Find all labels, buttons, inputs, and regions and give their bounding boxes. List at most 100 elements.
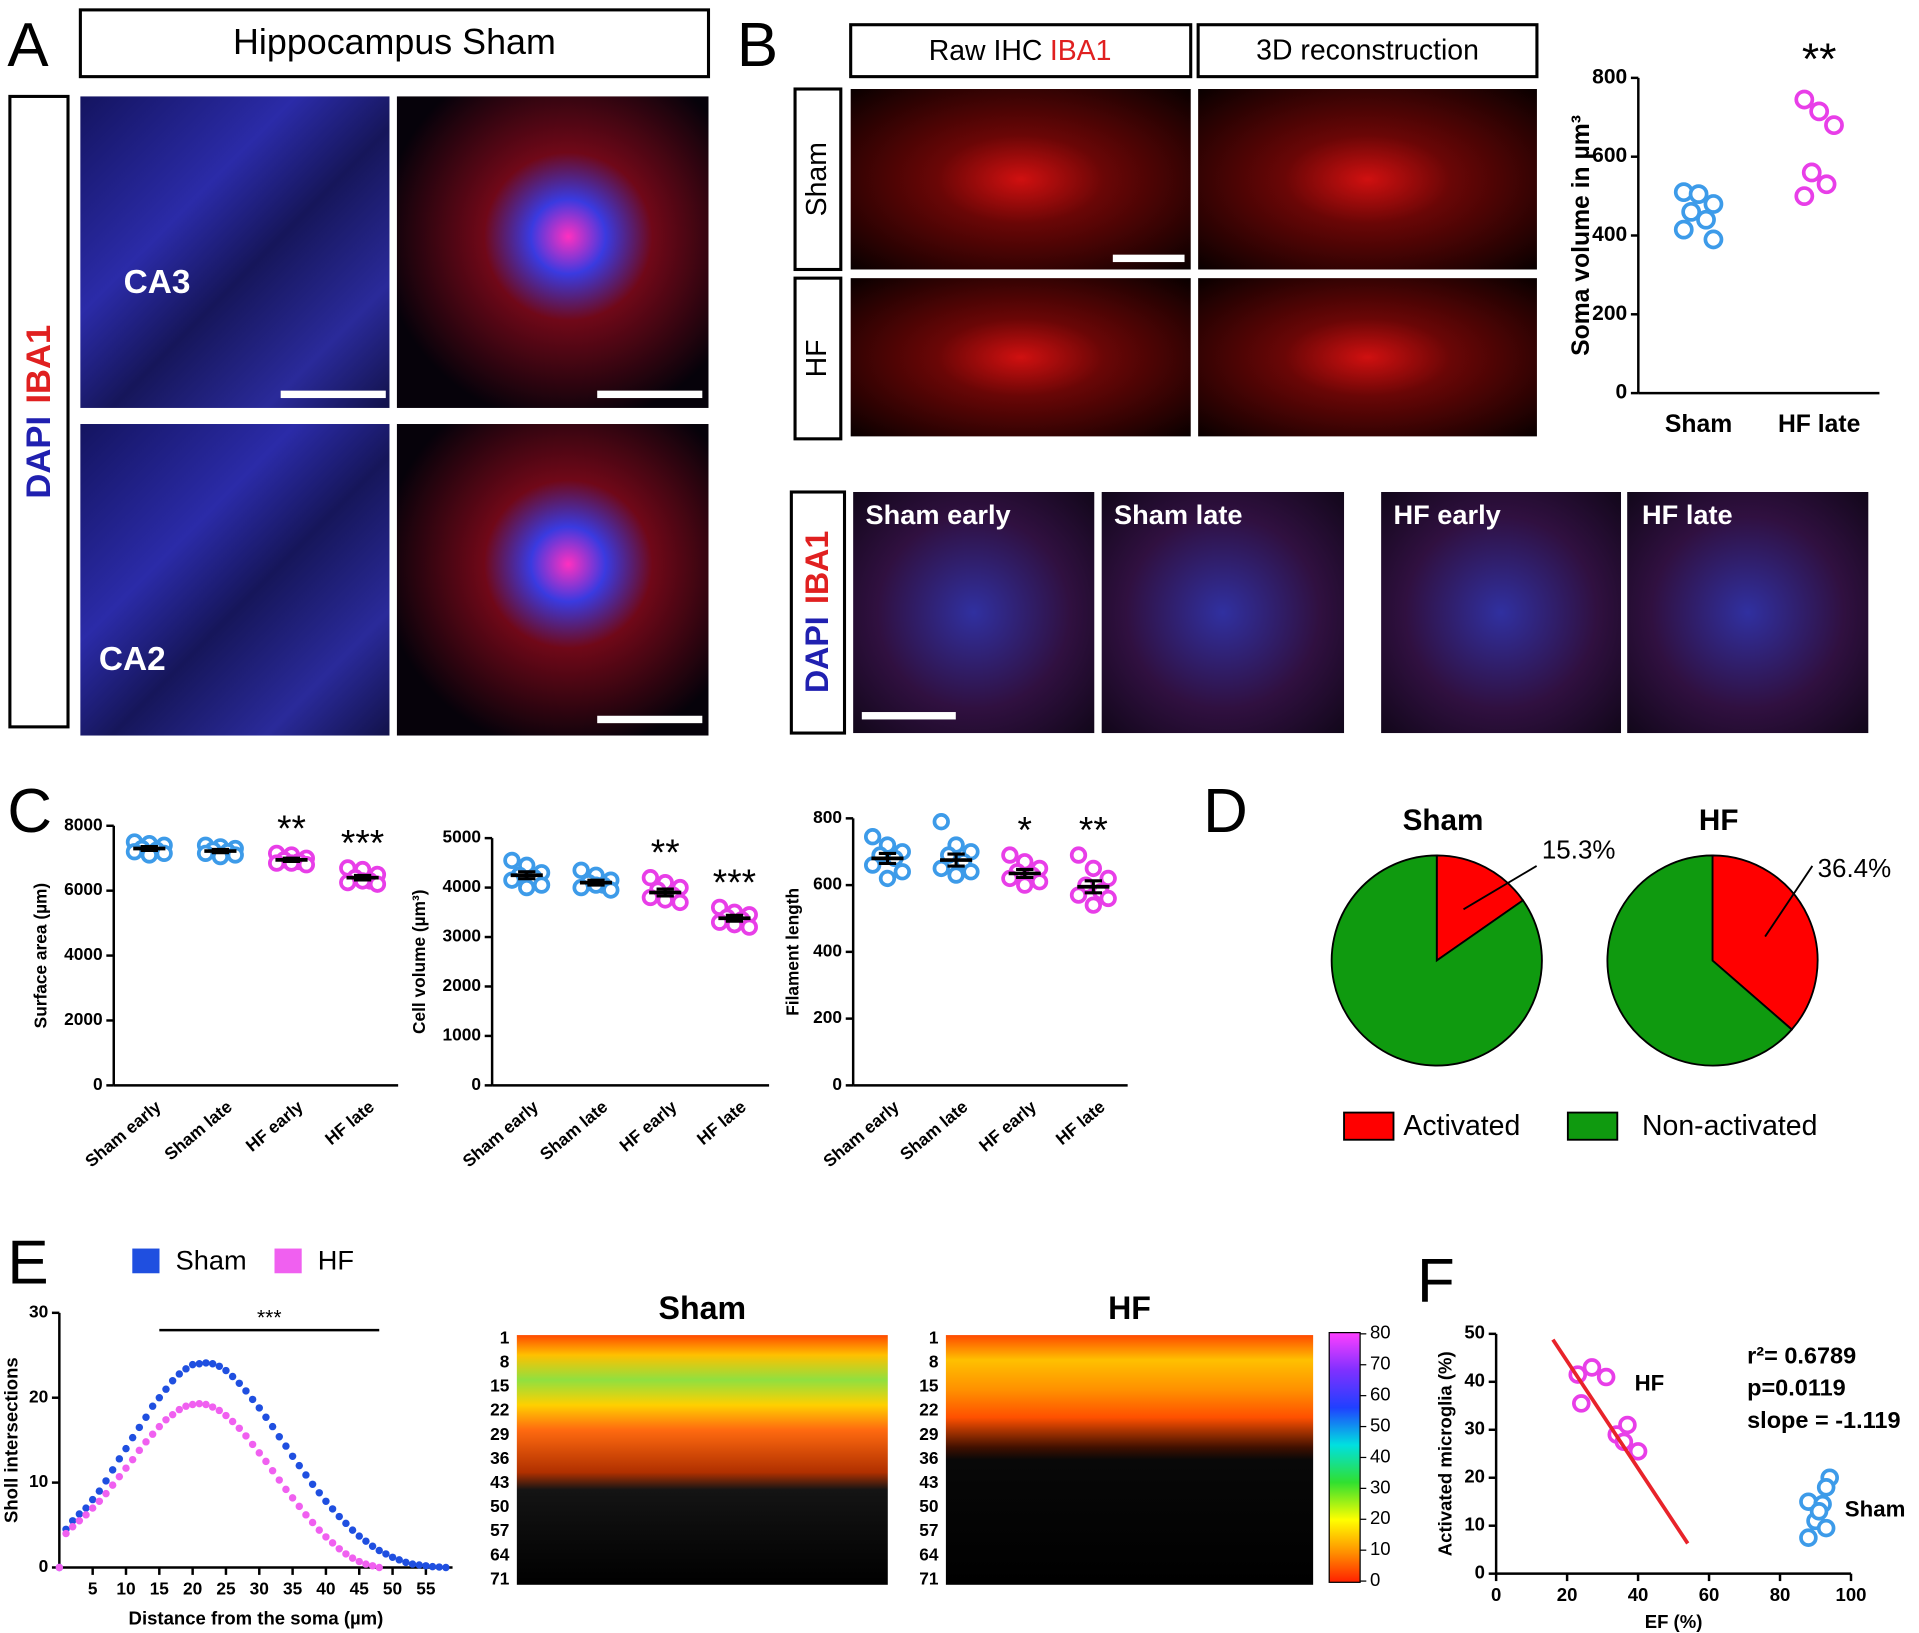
data-point: [348, 1526, 357, 1534]
x-tick-label: Sham early: [819, 1096, 903, 1171]
data-label: 36.4%: [1818, 853, 1892, 883]
legend-label: Activated: [1403, 1110, 1520, 1142]
heatmap-title: HF: [1108, 1290, 1151, 1326]
data-point: [435, 1563, 443, 1571]
x-tick-label: Sham: [1665, 411, 1732, 438]
data-point: [102, 1489, 110, 1498]
data-point: [322, 1533, 330, 1541]
colorbar-label: 50: [1370, 1414, 1391, 1435]
data-point: [235, 1379, 243, 1387]
y-tick-label: 5000: [442, 827, 480, 847]
data-point: [641, 869, 660, 887]
data-point: [168, 1410, 177, 1419]
y-tick-label: 0: [1616, 381, 1628, 404]
heatmap: [516, 1335, 888, 1585]
data-point: [222, 1411, 230, 1420]
data-point: [215, 1406, 224, 1415]
annotation: p=0.0119: [1747, 1375, 1846, 1401]
data-point: [155, 1422, 164, 1431]
y-tick-label: 6000: [64, 879, 102, 899]
data-point: [202, 1359, 210, 1367]
x-tick-label: 20: [1557, 1584, 1578, 1605]
x-tick-label: HF late: [693, 1096, 750, 1149]
data-point: [1001, 846, 1019, 864]
data-point: [740, 918, 758, 936]
data-point: [1099, 889, 1117, 908]
data-point: [262, 1413, 270, 1421]
data-point: [1794, 89, 1815, 110]
data-point: [128, 1433, 137, 1442]
data-point: [208, 1360, 217, 1368]
data-point: [115, 1455, 124, 1463]
panel-letter: B: [737, 11, 778, 80]
reconstruction: [1198, 89, 1537, 270]
region-label: CA3: [124, 264, 191, 301]
row-label: 15: [919, 1376, 939, 1396]
error-bar: [211, 847, 230, 855]
row-label: 29: [919, 1424, 938, 1444]
data-point: [1572, 1394, 1591, 1413]
data-point: [148, 1430, 157, 1438]
data-point: [368, 1542, 377, 1550]
error-bar: [282, 856, 301, 864]
y-tick-label: 600: [1592, 144, 1627, 167]
data-point: [222, 1366, 230, 1375]
data-point: [82, 1511, 90, 1519]
data-point: [128, 1455, 137, 1464]
data-point: [302, 1511, 310, 1519]
data-point: [1099, 869, 1117, 888]
data-point: [388, 1553, 397, 1562]
legend-label: Sham: [176, 1244, 247, 1275]
row-label: 71: [490, 1568, 510, 1588]
x-axis-label: Distance from the soma (µm): [129, 1607, 384, 1628]
y-tick-label: 10: [29, 1471, 48, 1491]
significance: **: [651, 831, 680, 873]
panel-letter: A: [7, 11, 49, 80]
pie-title: HF: [1699, 804, 1739, 837]
error-bar: [725, 913, 744, 923]
x-tick-label: 50: [383, 1578, 402, 1598]
row-label: 8: [929, 1351, 939, 1371]
data-point: [355, 1557, 363, 1566]
y-axis-label: Cell volume (µm³): [409, 890, 429, 1034]
data-point: [962, 863, 980, 881]
x-tick-label: HF late: [1778, 411, 1860, 438]
legend-swatch: [274, 1248, 302, 1274]
data-point: [142, 1413, 150, 1421]
row-label: 36: [919, 1448, 938, 1468]
legend-swatch: [1343, 1111, 1395, 1141]
header-stain: IBA1: [1050, 34, 1112, 66]
significance: **: [1802, 35, 1837, 84]
data-point: [947, 866, 965, 884]
data-point: [282, 1485, 290, 1494]
scale-bar: [861, 712, 956, 720]
row-label: 57: [490, 1520, 509, 1540]
fit-line: [1551, 1338, 1690, 1545]
colorbar-label: 20: [1370, 1507, 1391, 1528]
data-point: [215, 1362, 224, 1371]
data-point: [1069, 886, 1088, 904]
stain-label: DAPI IBA1: [20, 325, 58, 499]
data-point: [135, 1446, 144, 1455]
y-tick-label: 600: [813, 874, 842, 894]
data-point: [308, 1518, 317, 1527]
data-point: [182, 1365, 190, 1373]
x-tick-label: Sham late: [896, 1096, 972, 1164]
panel-letter: C: [7, 777, 52, 846]
stain-label: DAPI IBA1: [799, 531, 835, 693]
data-point: [602, 881, 620, 899]
micrograph: [80, 96, 390, 408]
data-point: [428, 1562, 437, 1571]
stain-box: [789, 490, 847, 735]
condition-label: Sham late: [1114, 499, 1242, 530]
y-axis-label: Surface area (µm): [31, 883, 51, 1029]
data-point: [115, 1472, 124, 1481]
x-tick-label: 100: [1836, 1584, 1867, 1605]
data-point: [342, 1550, 350, 1558]
data-point: [1696, 209, 1716, 230]
data-point: [255, 1404, 263, 1412]
annotation: slope = -1.119: [1747, 1407, 1900, 1433]
data-point: [503, 851, 521, 870]
data-point: [328, 1539, 337, 1547]
